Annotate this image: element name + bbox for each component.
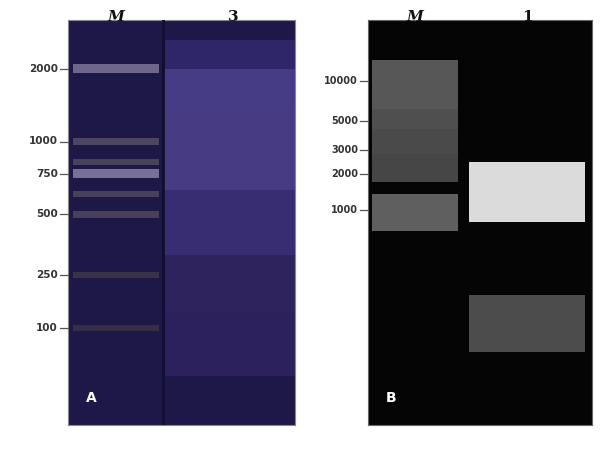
Bar (373, 154, 458, 170)
Text: A: A (86, 391, 97, 405)
Bar (73, 159, 159, 165)
Text: 250: 250 (36, 270, 58, 280)
Bar (163, 69, 295, 109)
Bar (73, 64, 159, 73)
Text: 1000: 1000 (29, 137, 58, 147)
Bar (68, 20, 163, 425)
Text: 3000: 3000 (331, 144, 358, 154)
Bar (469, 295, 585, 352)
Bar (373, 170, 458, 182)
Text: 2000: 2000 (29, 64, 58, 74)
Bar (163, 312, 295, 377)
Text: M: M (407, 10, 424, 24)
Text: M: M (107, 10, 124, 24)
Bar (73, 170, 159, 178)
Bar (373, 129, 458, 154)
Bar (373, 194, 458, 231)
Bar (163, 109, 295, 190)
Bar (163, 190, 295, 255)
Bar (73, 272, 159, 278)
Text: 750: 750 (36, 169, 58, 179)
Text: 10000: 10000 (324, 76, 358, 86)
Text: 1: 1 (522, 10, 532, 24)
Bar (73, 325, 159, 330)
Bar (73, 138, 159, 145)
Text: 3: 3 (229, 10, 239, 24)
Text: 100: 100 (36, 323, 58, 333)
Bar (469, 162, 585, 223)
Bar (163, 40, 295, 69)
Bar (163, 255, 295, 312)
Text: 1000: 1000 (331, 205, 358, 215)
Bar (73, 211, 159, 218)
Text: 500: 500 (36, 209, 58, 219)
Bar (373, 109, 458, 129)
Text: B: B (386, 391, 397, 405)
Bar (73, 191, 159, 197)
Text: 5000: 5000 (331, 116, 358, 126)
Text: 2000: 2000 (331, 169, 358, 179)
Bar (373, 60, 458, 109)
